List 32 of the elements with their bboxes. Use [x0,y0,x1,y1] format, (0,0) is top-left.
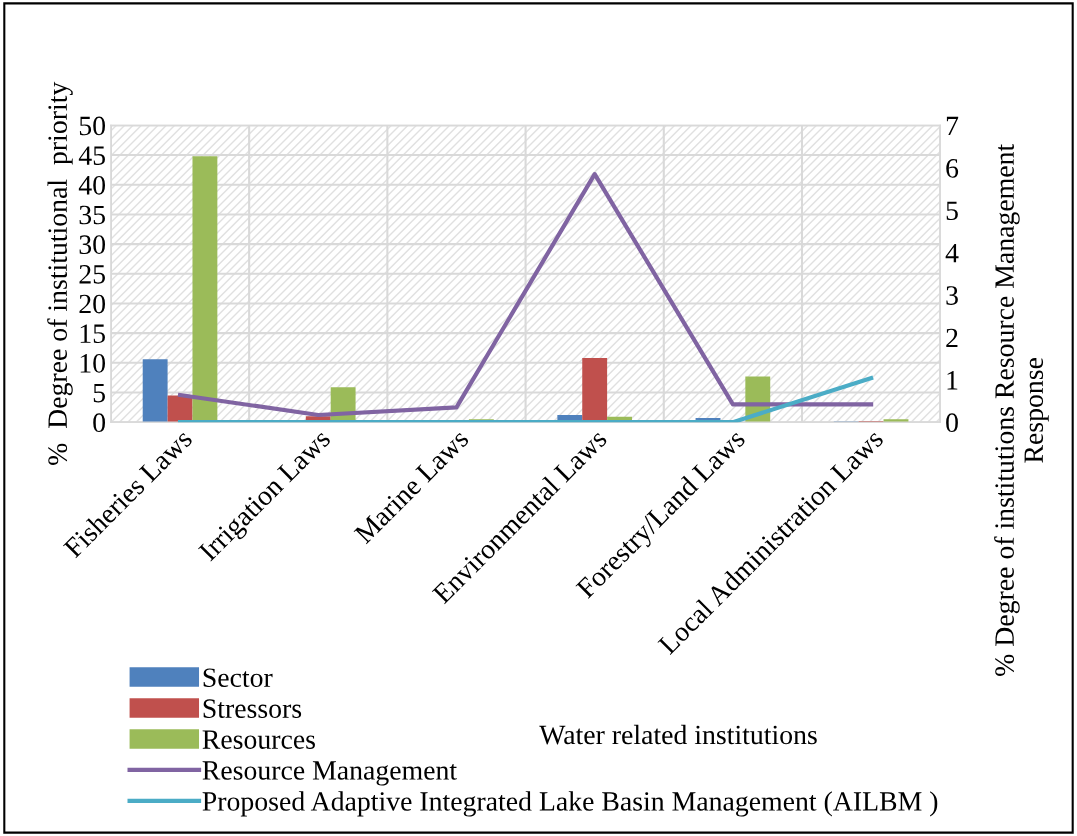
y-axis-title: % Degree of institutional priority [47,81,73,465]
y-tick-label: 35 [79,205,105,225]
y2-tick-label: 4 [945,243,959,263]
y2-tick-label: 0 [946,413,958,433]
line-series [177,172,874,418]
bar [142,359,168,423]
y2-tick-label: 5 [946,201,958,221]
y2-tick-label: 1 [947,371,958,390]
y-tick-label: 20 [79,294,106,314]
y2-tick-label: 3 [946,286,958,305]
bar [582,358,608,423]
y-tick-label: 25 [79,265,105,284]
legend-label: Proposed Adaptive Integrated Lake Basin Management (AILBM ) [202,791,938,817]
legend-label: Stressors [203,699,302,718]
y-tick-label: 15 [80,324,105,344]
y2-axis-title: % Degree of institutions Resource Management Response [994,143,1049,676]
y2-tick-label: 7 [946,116,959,136]
y-tick-label: 0 [93,413,106,433]
y-tick-label: 30 [79,235,106,255]
legend-label: Sector [203,668,273,688]
y-tick-label: 10 [80,353,106,373]
y-tick-label: 5 [93,383,105,403]
legend-label: Resources [202,730,315,749]
y-tick-label: 45 [78,146,105,165]
legend-label: Resource Management [202,761,457,786]
bar [192,156,218,423]
y2-tick-label: 2 [946,328,958,348]
y2-tick-label: 6 [946,159,959,178]
x-axis-title: Water related institutions [539,724,817,745]
y-tick-label: 40 [78,175,106,195]
y-tick-label: 50 [79,116,106,136]
bar [883,419,909,423]
